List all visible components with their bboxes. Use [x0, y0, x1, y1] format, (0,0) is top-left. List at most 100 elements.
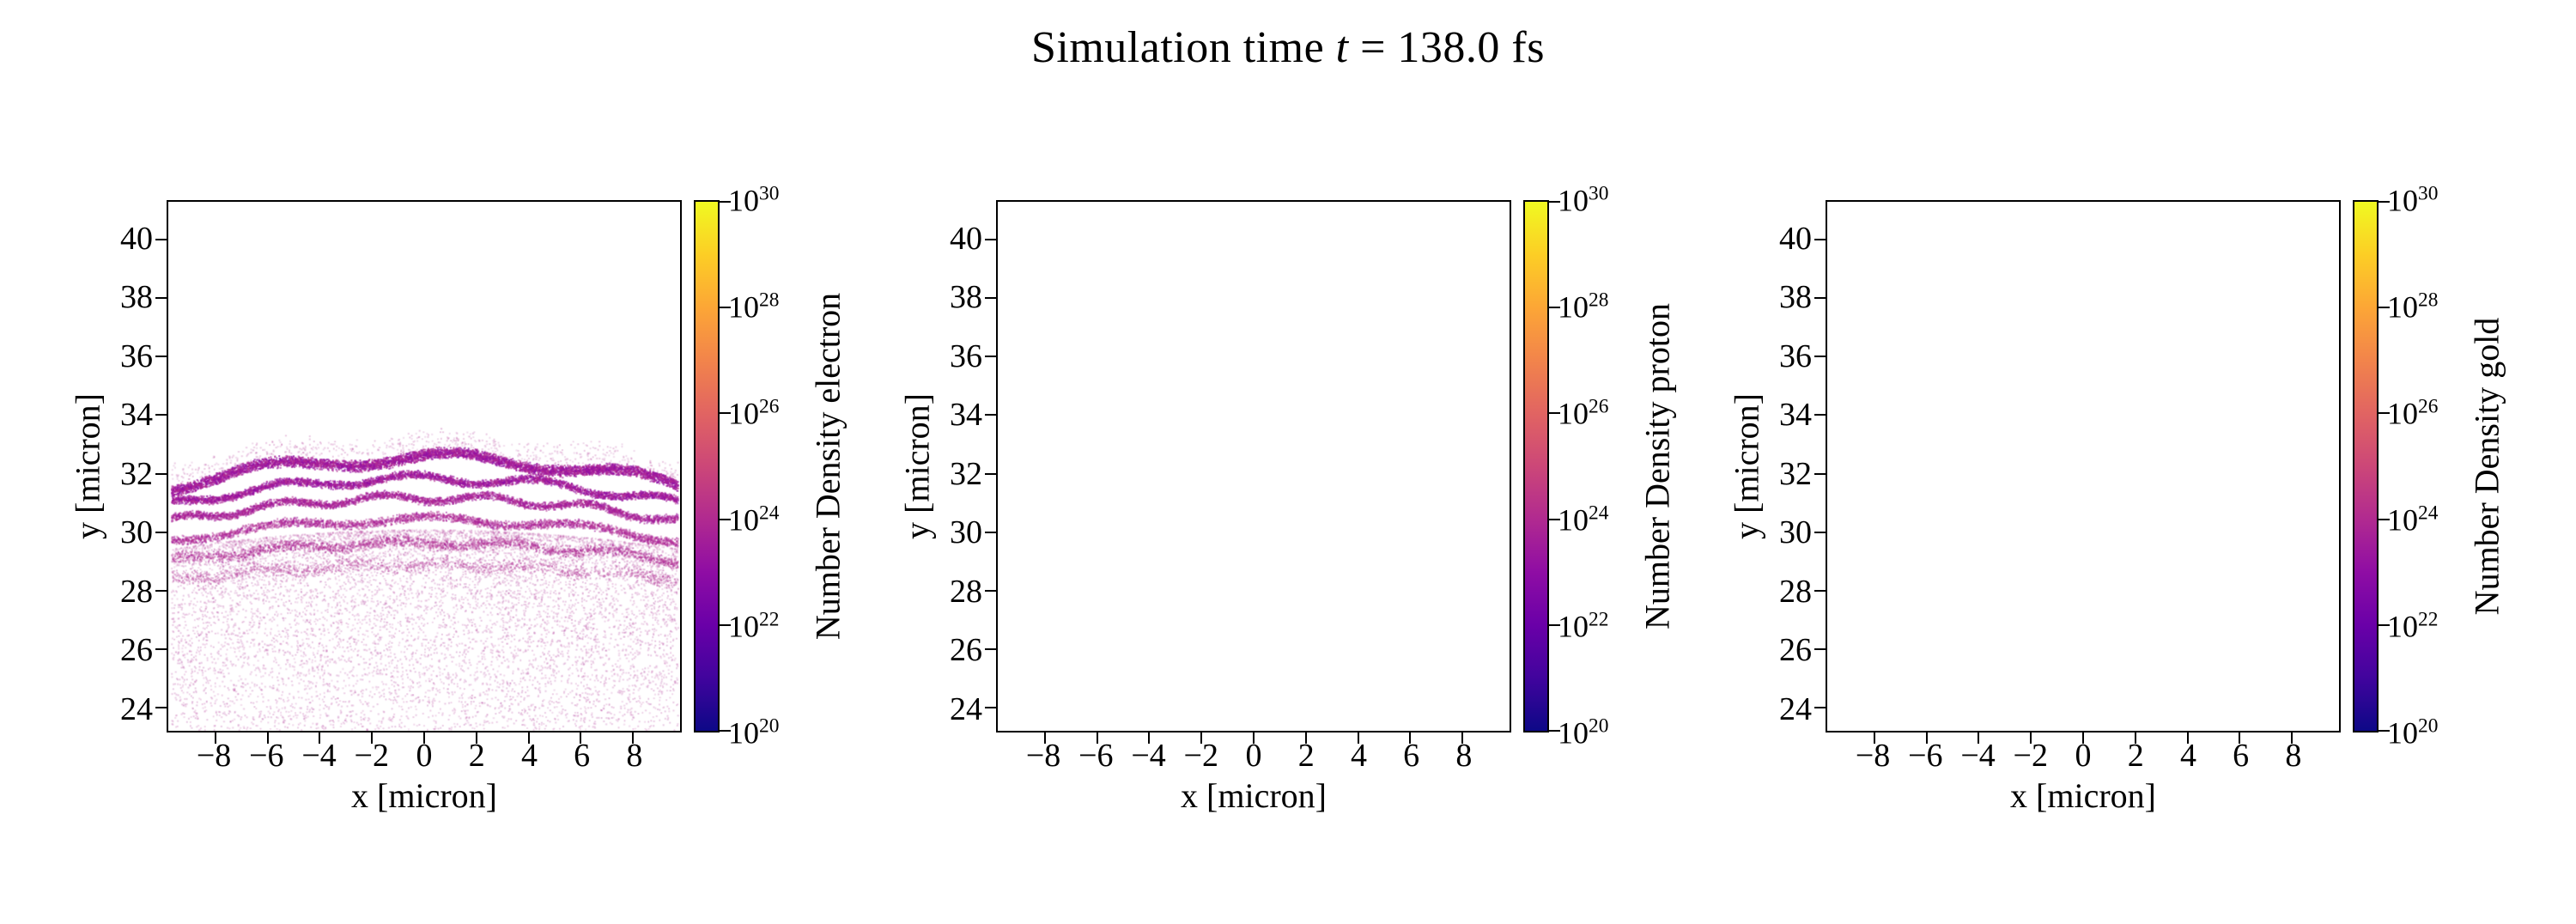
x-tick-label: −6: [1078, 738, 1114, 774]
colorbar-gradient: [2353, 200, 2390, 733]
x-tick-label: 2: [468, 738, 485, 774]
colorbar-gradient: [694, 200, 731, 733]
x-tick-mark: [1357, 733, 1359, 744]
figure-title-suffix: = 138.0 fs: [1348, 23, 1545, 72]
colorbar-label: Number Density gold: [2461, 200, 2512, 733]
y-tick-mark: [1814, 706, 1826, 708]
colorbar-tick-label: 1028: [728, 289, 780, 325]
y-tick-label: 32: [950, 455, 982, 492]
x-tick-labels: −8 −6 −4 −2 0 2 4 6 8: [167, 733, 682, 772]
y-tick-mark: [155, 472, 167, 475]
x-tick-mark: [475, 733, 477, 744]
y-tick-mark: [155, 706, 167, 708]
y-tick-mark: [1814, 531, 1826, 533]
x-tick-mark: [1873, 733, 1875, 744]
scatter-canvas: [998, 202, 1510, 731]
x-tick-mark: [1148, 733, 1151, 744]
y-axis-label-text: y [micron]: [1727, 393, 1766, 539]
x-tick-label: −2: [354, 738, 389, 774]
colorbar-tick-mark: [720, 412, 731, 415]
y-tick-label: 36: [1779, 337, 1812, 374]
y-tick-mark: [155, 589, 167, 592]
colorbar-tick-mark: [2379, 730, 2390, 732]
x-tick-label: −6: [249, 738, 284, 774]
y-tick-label: 26: [120, 632, 153, 669]
colorbar-tick-mark: [2379, 412, 2390, 415]
colorbar-tick-label: 1030: [728, 182, 780, 218]
colorbar-label: Number Density proton: [1631, 200, 1683, 733]
colorbar-tick-label: 1020: [728, 714, 780, 751]
figure-title-variable: t: [1335, 23, 1349, 72]
y-tick-label: 28: [120, 573, 153, 610]
y-tick-label: 38: [1779, 279, 1812, 316]
y-tick-label: 36: [120, 337, 153, 374]
x-tick-label: 4: [2179, 738, 2196, 774]
y-tick-mark: [985, 706, 996, 708]
x-axis-label: x [micron]: [2010, 776, 2156, 815]
x-tick-label: −4: [1960, 738, 1996, 774]
y-tick-label: 30: [1779, 514, 1812, 551]
colorbar-tick-labels: 1020 1022 1024 1026 1028 1030: [1549, 184, 1631, 749]
colorbar-tick-mark: [1549, 307, 1560, 309]
x-tick-mark: [632, 733, 635, 744]
y-tick-labels: 24 26 28 30 32 34 36 38 40: [941, 200, 996, 733]
y-tick-label: 40: [950, 220, 982, 257]
x-tick-mark: [1043, 733, 1046, 744]
y-tick-label: 36: [950, 337, 982, 374]
panels-row: y [micron] 24 26 28 30 32 34 36 38 40 1020 1022 10…: [0, 184, 2576, 818]
colorbar-tick-label: 1024: [1558, 502, 1609, 538]
y-tick-label: 28: [1779, 573, 1812, 610]
x-tick-label: 0: [2075, 738, 2092, 774]
colorbar-label-text: Number Density electron: [808, 292, 848, 641]
colorbar-tick-label: 1026: [728, 395, 780, 431]
x-tick-mark: [214, 733, 216, 744]
y-tick-mark: [985, 647, 996, 650]
y-axis-label: y [micron]: [893, 200, 941, 733]
colorbar-label: Number Density electron: [802, 200, 854, 733]
colorbar-tick-label: 1022: [1558, 608, 1609, 644]
x-tick-label: 6: [1403, 738, 1420, 774]
x-tick-mark: [1304, 733, 1307, 744]
y-axis-label-text: y [micron]: [68, 393, 107, 539]
y-tick-label: 40: [1779, 220, 1812, 257]
colorbar-tick-mark: [2379, 518, 2390, 520]
x-tick-label: 8: [1455, 738, 1473, 774]
figure-title: Simulation time t = 138.0 fs: [0, 22, 2576, 73]
x-tick-mark: [1461, 733, 1464, 744]
y-tick-mark: [985, 472, 996, 475]
y-tick-label: 30: [950, 514, 982, 551]
y-tick-labels: 24 26 28 30 32 34 36 38 40: [112, 200, 167, 733]
x-tick-label: −8: [1025, 738, 1061, 774]
x-tick-mark: [2134, 733, 2136, 744]
scatter-canvas: [1827, 202, 2339, 731]
x-tick-mark: [2082, 733, 2084, 744]
x-tick-mark: [2186, 733, 2189, 744]
y-tick-label: 34: [120, 397, 153, 434]
colorbar-tick-mark: [2379, 623, 2390, 626]
x-tick-mark: [319, 733, 321, 744]
x-tick-label: −2: [1183, 738, 1218, 774]
colorbar-tick-labels: 1020 1022 1024 1026 1028 1030: [720, 184, 802, 749]
density-panel-electron: y [micron] 24 26 28 30 32 34 36 38 40 1020 1022 10…: [64, 184, 854, 818]
colorbar-tick-label: 1028: [2387, 289, 2439, 325]
x-tick-mark: [266, 733, 269, 744]
y-tick-label: 30: [120, 514, 153, 551]
y-tick-label: 24: [1779, 690, 1812, 727]
y-tick-mark: [155, 414, 167, 416]
x-axis-label: x [micron]: [351, 776, 497, 815]
colorbar-tick-label: 1026: [2387, 395, 2439, 431]
y-tick-mark: [1814, 414, 1826, 416]
y-tick-mark: [1814, 472, 1826, 475]
y-tick-mark: [985, 531, 996, 533]
colorbar-tick-label: 1028: [1558, 289, 1609, 325]
x-tick-mark: [423, 733, 425, 744]
x-tick-label: 8: [2285, 738, 2302, 774]
y-tick-mark: [1814, 297, 1826, 300]
plot-area: [1814, 200, 2341, 744]
y-tick-mark: [1814, 589, 1826, 592]
x-tick-label: 0: [1245, 738, 1262, 774]
y-axis-label: y [micron]: [64, 200, 112, 733]
colorbar-tick-label: 1030: [2387, 182, 2439, 218]
x-tick-mark: [1096, 733, 1098, 744]
y-tick-mark: [1814, 239, 1826, 241]
